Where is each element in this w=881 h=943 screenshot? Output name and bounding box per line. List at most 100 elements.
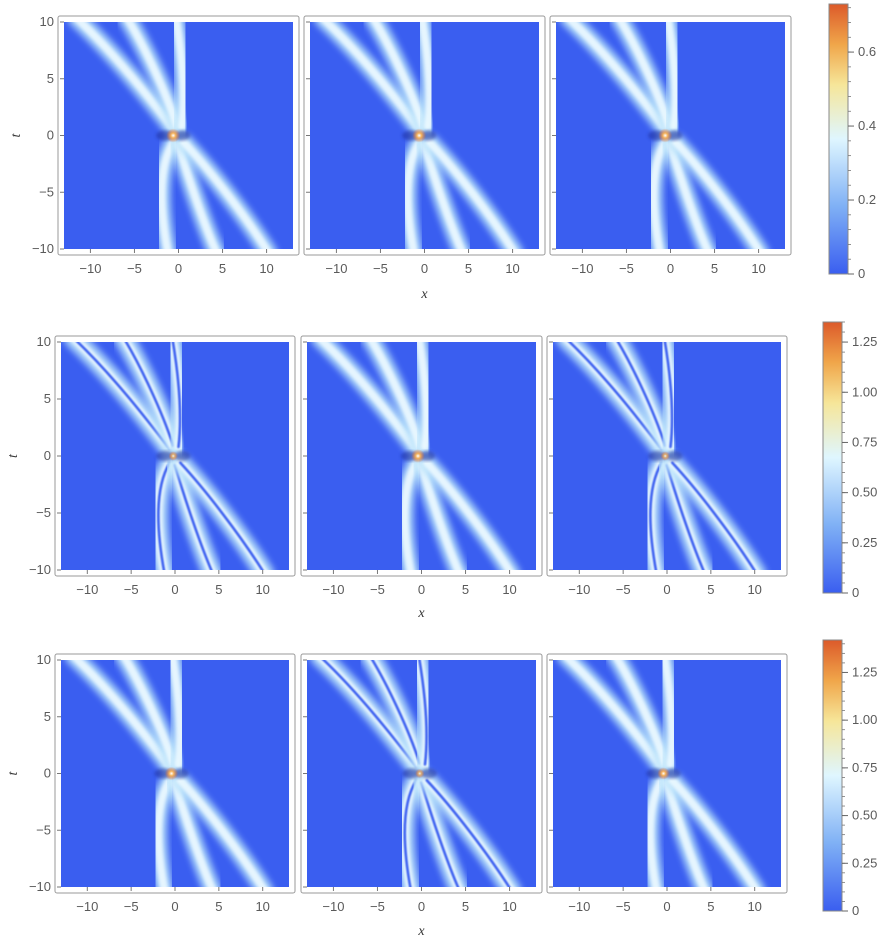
y-tick-label: −10 xyxy=(29,879,51,894)
heatmap-field xyxy=(64,22,293,249)
heatmap-field xyxy=(556,22,785,249)
x-axis-label: x xyxy=(417,606,425,621)
x-tick-label: 10 xyxy=(747,582,761,597)
y-tick-label: 0 xyxy=(47,128,54,143)
y-tick-label: 5 xyxy=(44,391,51,406)
y-tick-label: −5 xyxy=(36,822,51,837)
soliton-ridge xyxy=(166,773,221,887)
soliton-ridge xyxy=(395,453,426,570)
soliton-ridge xyxy=(657,455,715,570)
soliton-ridge xyxy=(654,342,683,457)
soliton-ridge xyxy=(174,133,277,249)
x-tick-label: 5 xyxy=(707,899,714,914)
y-tick-label: 10 xyxy=(40,14,54,29)
soliton-ridge xyxy=(114,342,184,456)
x-tick-label: −5 xyxy=(616,899,631,914)
soliton-ridge xyxy=(162,342,191,457)
soliton-ridge xyxy=(412,456,468,570)
colorbar-tick-label: 0.50 xyxy=(852,808,877,823)
colorbar-bar xyxy=(828,3,849,275)
peak-hotspot xyxy=(164,766,179,781)
y-axis-label: t xyxy=(9,132,24,137)
x-tick-label: 0 xyxy=(418,582,425,597)
soliton-ridge xyxy=(416,770,521,887)
colorbar-tick-label: 0.6 xyxy=(858,44,876,59)
soliton-ridge xyxy=(659,22,685,136)
colorbar-tick-label: 0.2 xyxy=(858,192,876,207)
x-tick-label: 5 xyxy=(215,899,222,914)
heatmap-panel-3-2: −10 −5 0 5 10 xyxy=(300,653,543,914)
colorbar-tick-label: 1.25 xyxy=(852,334,877,349)
x-tick-label: 10 xyxy=(751,261,765,276)
soliton-ridge xyxy=(149,771,179,887)
x-tick-label: 0 xyxy=(171,899,178,914)
peak-hotspot xyxy=(660,451,671,461)
x-tick-label: 0 xyxy=(175,261,182,276)
soliton-ridge xyxy=(115,660,183,773)
colorbar-tick-label: 0.25 xyxy=(852,535,877,550)
soliton-ridge xyxy=(420,133,523,249)
y-tick-label: −10 xyxy=(29,562,51,577)
colorbar-tick-label: 0 xyxy=(852,903,859,918)
x-tick-label: −10 xyxy=(322,582,344,597)
soliton-ridge xyxy=(167,22,193,136)
soliton-ridge xyxy=(655,660,682,774)
soliton-ridge xyxy=(409,660,437,775)
colorbar-tick-label: 1.25 xyxy=(852,664,877,679)
colorbar-tick-label: 0.25 xyxy=(852,855,877,870)
colorbar-tick-label: 0.4 xyxy=(858,118,876,133)
x-tick-label: −5 xyxy=(124,899,139,914)
x-tick-label: −5 xyxy=(616,582,631,597)
x-tick-label: 0 xyxy=(667,261,674,276)
y-tick-label: 5 xyxy=(44,709,51,724)
soliton-ridge xyxy=(148,452,180,570)
soliton-ridge xyxy=(663,771,765,887)
colorbar-bar xyxy=(822,321,843,594)
x-tick-label: 0 xyxy=(663,582,670,597)
x-tick-label: −5 xyxy=(370,899,385,914)
soliton-ridge xyxy=(171,771,273,887)
x-tick-label: 0 xyxy=(663,899,670,914)
colorbar: 0 0.25 0.50 0.75 1.00 1.25 xyxy=(822,321,877,600)
peak-hotspot xyxy=(658,128,673,143)
x-tick-label: −10 xyxy=(79,261,101,276)
x-tick-label: 5 xyxy=(462,899,469,914)
x-axis-label: x xyxy=(417,924,425,939)
soliton-ridge xyxy=(170,452,274,570)
x-axis-label: x xyxy=(420,287,428,302)
soliton-ridge xyxy=(641,771,671,887)
x-tick-label: −10 xyxy=(325,261,347,276)
soliton-ridge xyxy=(644,133,675,249)
colorbar-tick-label: 0.75 xyxy=(852,760,877,775)
x-tick-label: 5 xyxy=(219,261,226,276)
soliton-ridge xyxy=(413,22,439,136)
x-tick-label: 10 xyxy=(502,582,516,597)
colorbar-tick-label: 1.00 xyxy=(852,384,877,399)
heatmap-panel-3-1: −10 −5 0 5 10 10 5 0 −5 −10 t xyxy=(6,652,296,914)
y-axis-label: t xyxy=(6,770,21,775)
heatmap-field xyxy=(553,660,781,887)
colorbar-tick-label: 1.00 xyxy=(852,712,877,727)
soliton-ridge xyxy=(362,342,429,455)
heatmap-field xyxy=(307,660,536,887)
colorbar-tick-label: 0.75 xyxy=(852,434,877,449)
soliton-ridge xyxy=(607,660,675,773)
y-tick-label: 0 xyxy=(44,448,51,463)
x-tick-label: 10 xyxy=(505,261,519,276)
x-tick-label: 10 xyxy=(747,899,761,914)
x-tick-label: 10 xyxy=(255,582,269,597)
x-tick-label: −10 xyxy=(322,899,344,914)
x-tick-label: −10 xyxy=(571,261,593,276)
colorbar-tick-label: 0 xyxy=(852,585,859,600)
heatmap-panel-2-2: −10 −5 0 5 10 xyxy=(300,335,543,597)
soliton-ridge xyxy=(410,342,436,456)
heatmap-panel-3-3: −10 −5 0 5 10 xyxy=(546,653,788,914)
y-tick-label: 10 xyxy=(37,334,51,349)
heatmap-field xyxy=(553,342,781,570)
x-tick-label: 5 xyxy=(215,582,222,597)
